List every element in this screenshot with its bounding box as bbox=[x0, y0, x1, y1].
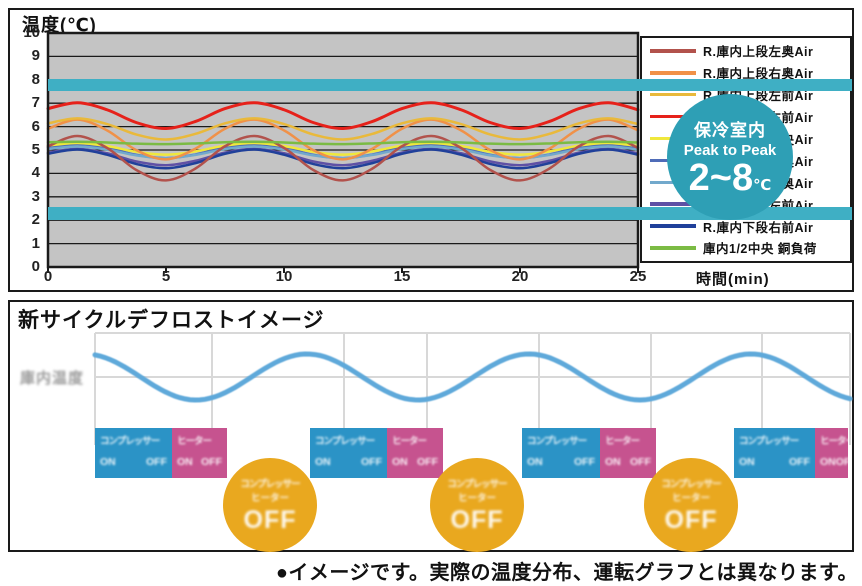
disclaimer-caption: ●イメージです。実際の温度分布、運転グラフとは異なります。 bbox=[275, 562, 858, 584]
peak-to-peak-badge: 保冷室内 Peak to Peak 2~8 ℃ bbox=[667, 94, 793, 220]
off-circle-text: ヒーター bbox=[457, 492, 496, 504]
x-tick-label: 10 bbox=[275, 268, 293, 285]
badge-value: 2~8 ℃ bbox=[688, 156, 772, 199]
block-label: ヒーター bbox=[177, 436, 212, 447]
series-line bbox=[46, 118, 640, 161]
y-tick-label: 5 bbox=[31, 141, 40, 158]
defrost-title: 新サイクルデフロストイメージ bbox=[18, 309, 325, 332]
block-label: コンプレッサー bbox=[739, 436, 799, 447]
compressor-block: コンプレッサー ON OFF bbox=[734, 428, 815, 478]
legend-label: R.庫内下段右前Air bbox=[703, 220, 814, 235]
badge-title: 保冷室内 bbox=[694, 120, 766, 140]
legend-label: R.庫内上段左奥Air bbox=[703, 45, 814, 60]
y-tick-label: 3 bbox=[31, 187, 40, 205]
badge-unit: ℃ bbox=[753, 176, 772, 194]
off-circle-text: コンプレッサー bbox=[240, 478, 300, 490]
block-label: ヒーター bbox=[605, 436, 640, 447]
lower-range-band bbox=[48, 207, 852, 221]
legend-swatch bbox=[650, 49, 696, 53]
legend-swatch bbox=[650, 71, 696, 75]
room-temperature-wave bbox=[92, 351, 853, 403]
chart-title: 温度(℃) bbox=[22, 15, 97, 35]
y-tick-label: 9 bbox=[31, 47, 40, 65]
block-label: ヒーター bbox=[392, 436, 427, 447]
series-line bbox=[46, 134, 640, 182]
legend-item: R.庫内上段右奥Air bbox=[650, 63, 850, 82]
temperature-line-chart bbox=[46, 31, 640, 273]
compressor-heater-off-circle: コンプレッサー ヒーター OFF bbox=[430, 458, 524, 552]
x-tick-label: 20 bbox=[511, 268, 529, 285]
compressor-heater-off-circle: コンプレッサー ヒーター OFF bbox=[223, 458, 317, 552]
off-circle-text: コンプレッサー bbox=[447, 478, 507, 490]
series-line bbox=[46, 147, 640, 167]
compressor-block: コンプレッサー ON OFF bbox=[522, 428, 600, 478]
compressor-heater-off-circle: コンプレッサー ヒーター OFF bbox=[644, 458, 738, 552]
y-tick-label: 6 bbox=[31, 117, 40, 135]
off-circle-text: OFF bbox=[243, 505, 297, 534]
legend-item: R.庫内上段左奥Air bbox=[650, 41, 850, 60]
legend-swatch bbox=[650, 114, 696, 119]
y-tick-label: 10 bbox=[23, 24, 40, 41]
upper-range-band bbox=[48, 78, 852, 92]
series-line bbox=[46, 140, 640, 146]
series-line bbox=[46, 148, 640, 170]
compressor-block: コンプレッサー ON OFF bbox=[95, 428, 172, 478]
legend-swatch bbox=[650, 224, 696, 228]
legend-label: 庫内1/2中央 銅負荷 bbox=[703, 242, 817, 257]
room-temperature-label: 庫内温度 bbox=[20, 370, 85, 387]
defrost-wave-chart bbox=[92, 332, 853, 445]
y-tick-label: 2 bbox=[31, 211, 40, 229]
y-tick-label: 0 bbox=[31, 258, 40, 275]
legend-label: R.庫内上段右奥Air bbox=[703, 67, 814, 82]
block-label: コンプレッサー bbox=[315, 436, 375, 447]
legend-swatch bbox=[650, 92, 696, 97]
x-tick-label: 0 bbox=[43, 268, 53, 285]
off-circle-text: ヒーター bbox=[671, 492, 710, 504]
x-tick-label: 25 bbox=[629, 268, 647, 285]
badge-subtitle: Peak to Peak bbox=[683, 141, 777, 159]
series-line bbox=[46, 101, 640, 130]
block-label: コンプレッサー bbox=[100, 436, 160, 447]
y-tick-label: 4 bbox=[31, 164, 40, 182]
block-label: コンプレッサー bbox=[527, 436, 587, 447]
x-tick-label: 5 bbox=[161, 268, 171, 285]
series-line bbox=[46, 117, 640, 141]
compressor-block: コンプレッサー ON OFF bbox=[310, 428, 387, 478]
y-tick-label: 8 bbox=[31, 70, 40, 88]
x-tick-label: 15 bbox=[393, 268, 411, 285]
block-label: ヒーター bbox=[820, 436, 848, 447]
off-circle-text: OFF bbox=[450, 505, 504, 534]
off-circle-text: コンプレッサー bbox=[661, 478, 721, 490]
legend-swatch bbox=[650, 246, 696, 250]
off-circle-text: OFF bbox=[664, 505, 718, 534]
y-tick-label: 1 bbox=[31, 234, 40, 252]
off-circle-text: ヒーター bbox=[250, 492, 289, 504]
legend-item: 庫内1/2中央 銅負荷 bbox=[650, 238, 850, 257]
legend-swatch bbox=[650, 202, 696, 206]
y-tick-label: 7 bbox=[31, 94, 40, 112]
x-axis-title: 時間(min) bbox=[696, 271, 770, 288]
legend-item: R.庫内下段右前Air bbox=[650, 217, 850, 236]
